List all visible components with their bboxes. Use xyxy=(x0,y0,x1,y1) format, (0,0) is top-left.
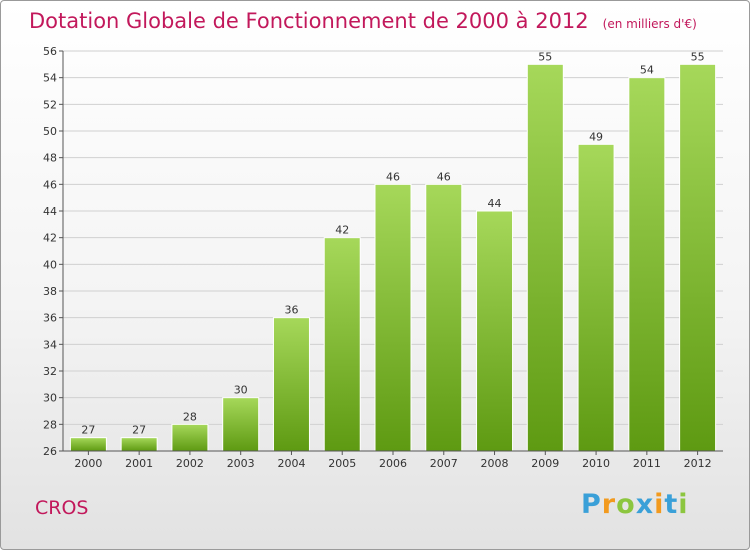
x-tick-label: 2002 xyxy=(176,457,204,470)
chart-unit: (en milliers d'€) xyxy=(602,17,697,31)
bar-value-label: 46 xyxy=(386,170,400,183)
bar xyxy=(425,183,463,452)
bars xyxy=(69,63,717,452)
bar-value-label: 36 xyxy=(284,304,298,317)
bar-value-label: 49 xyxy=(589,130,603,143)
chart-title: Dotation Globale de Fonctionnement de 20… xyxy=(29,9,697,33)
x-tick-label: 2003 xyxy=(227,457,255,470)
logo-letter: P xyxy=(581,489,602,520)
y-tick-label: 48 xyxy=(43,152,57,165)
labels: 26 28 30 32 34 36 38 40 42 44 46 48 50 52 54 56 27 2000 27… xyxy=(43,45,712,470)
bar-value-label: 46 xyxy=(437,170,451,183)
bar-value-label: 27 xyxy=(81,424,95,437)
bar xyxy=(374,183,412,452)
logo-letter: x xyxy=(635,489,655,520)
bar xyxy=(323,237,361,452)
y-tick-label: 50 xyxy=(43,125,57,138)
bar xyxy=(679,63,717,452)
x-tick-label: 2004 xyxy=(277,457,305,470)
y-tick-label: 52 xyxy=(43,98,57,111)
axes xyxy=(59,50,723,455)
x-tick-label: 2006 xyxy=(379,457,407,470)
bar-value-label: 54 xyxy=(640,64,654,77)
logo-letter: r xyxy=(601,489,617,520)
bar-value-label: 28 xyxy=(183,410,197,423)
bar-value-label: 44 xyxy=(488,197,502,210)
y-tick-label: 44 xyxy=(43,205,57,218)
y-tick-label: 54 xyxy=(43,72,57,85)
y-tick-label: 26 xyxy=(43,445,57,458)
bar xyxy=(222,397,260,452)
y-tick-label: 36 xyxy=(43,312,57,325)
x-tick-label: 2011 xyxy=(633,457,661,470)
bar-value-label: 27 xyxy=(132,424,146,437)
x-tick-label: 2008 xyxy=(481,457,509,470)
bar xyxy=(69,437,107,452)
proxiti-logo: Proxiti xyxy=(581,489,689,520)
y-tick-label: 34 xyxy=(43,338,57,351)
x-tick-label: 2007 xyxy=(430,457,458,470)
x-tick-label: 2010 xyxy=(582,457,610,470)
bar xyxy=(577,143,615,452)
logo-letter: o xyxy=(616,489,636,520)
x-tick-label: 2001 xyxy=(125,457,153,470)
bar-value-label: 30 xyxy=(234,384,248,397)
logo-letter: i xyxy=(654,489,665,520)
bar xyxy=(476,210,514,452)
logo-letter: t xyxy=(664,489,679,520)
bar xyxy=(628,77,666,452)
y-tick-label: 30 xyxy=(43,392,57,405)
x-tick-label: 2012 xyxy=(684,457,712,470)
y-tick-label: 38 xyxy=(43,285,57,298)
bar xyxy=(171,423,209,452)
x-tick-label: 2009 xyxy=(531,457,559,470)
y-tick-label: 56 xyxy=(43,45,57,58)
chart-title-text: Dotation Globale de Fonctionnement de 20… xyxy=(29,9,589,33)
y-tick-label: 32 xyxy=(43,365,57,378)
x-tick-label: 2000 xyxy=(74,457,102,470)
bar xyxy=(526,63,564,452)
y-tick-label: 46 xyxy=(43,178,57,191)
commune-name: CROS xyxy=(35,497,89,519)
y-tick-label: 28 xyxy=(43,418,57,431)
logo-letter: i xyxy=(678,489,689,520)
bar-value-label: 55 xyxy=(691,50,705,63)
bar-value-label: 55 xyxy=(538,50,552,63)
bar xyxy=(120,437,158,452)
bar-value-label: 42 xyxy=(335,224,349,237)
y-tick-label: 40 xyxy=(43,258,57,271)
bar xyxy=(272,317,310,452)
x-tick-label: 2005 xyxy=(328,457,356,470)
y-tick-label: 42 xyxy=(43,232,57,245)
